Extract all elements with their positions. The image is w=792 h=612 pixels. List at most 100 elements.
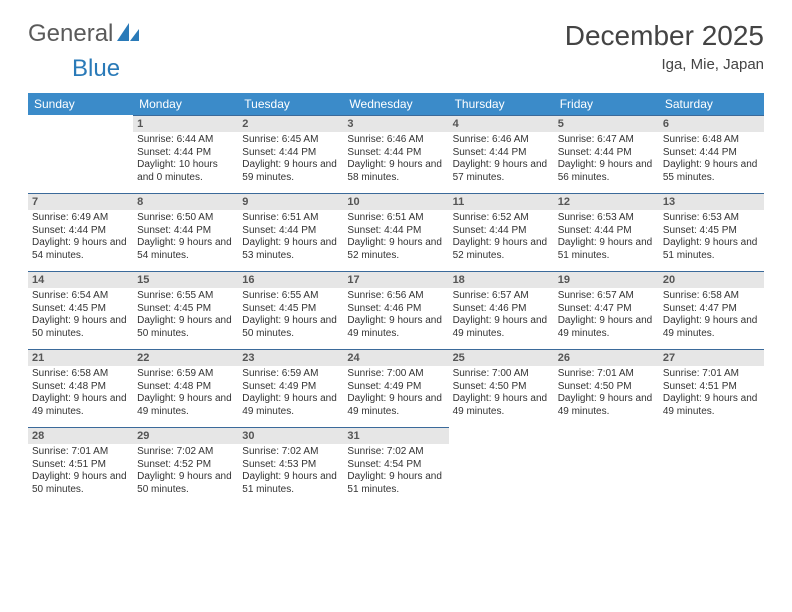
day-body: Sunrise: 6:46 AMSunset: 4:44 PMDaylight:…: [449, 132, 554, 188]
calendar-page: General December 2025 Iga, Mie, Japan Bl…: [0, 0, 792, 525]
day-body: Sunrise: 6:53 AMSunset: 4:45 PMDaylight:…: [659, 210, 764, 266]
day-number: 13: [659, 193, 764, 210]
day-number: 30: [238, 427, 343, 444]
day-number: 2: [238, 115, 343, 132]
day-body: Sunrise: 7:02 AMSunset: 4:54 PMDaylight:…: [343, 444, 448, 500]
day-body: Sunrise: 6:44 AMSunset: 4:44 PMDaylight:…: [133, 132, 238, 188]
day-body: Sunrise: 6:48 AMSunset: 4:44 PMDaylight:…: [659, 132, 764, 188]
calendar-table: SundayMondayTuesdayWednesdayThursdayFrid…: [28, 93, 764, 505]
day-number: 21: [28, 349, 133, 366]
calendar-cell: 29Sunrise: 7:02 AMSunset: 4:52 PMDayligh…: [133, 427, 238, 505]
calendar-cell: 28Sunrise: 7:01 AMSunset: 4:51 PMDayligh…: [28, 427, 133, 505]
day-number: 28: [28, 427, 133, 444]
day-body: Sunrise: 6:52 AMSunset: 4:44 PMDaylight:…: [449, 210, 554, 266]
calendar-cell: [554, 427, 659, 505]
calendar-cell: 15Sunrise: 6:55 AMSunset: 4:45 PMDayligh…: [133, 271, 238, 349]
calendar-cell: 14Sunrise: 6:54 AMSunset: 4:45 PMDayligh…: [28, 271, 133, 349]
day-body: Sunrise: 6:49 AMSunset: 4:44 PMDaylight:…: [28, 210, 133, 266]
day-number: 23: [238, 349, 343, 366]
day-body: Sunrise: 6:55 AMSunset: 4:45 PMDaylight:…: [238, 288, 343, 344]
calendar-cell: [449, 427, 554, 505]
day-number: 12: [554, 193, 659, 210]
calendar-cell: 8Sunrise: 6:50 AMSunset: 4:44 PMDaylight…: [133, 193, 238, 271]
day-number: 15: [133, 271, 238, 288]
calendar-cell: 18Sunrise: 6:57 AMSunset: 4:46 PMDayligh…: [449, 271, 554, 349]
weekday-header: Saturday: [659, 93, 764, 115]
day-number: 31: [343, 427, 448, 444]
day-body: Sunrise: 6:51 AMSunset: 4:44 PMDaylight:…: [343, 210, 448, 266]
day-number: 14: [28, 271, 133, 288]
calendar-cell: 4Sunrise: 6:46 AMSunset: 4:44 PMDaylight…: [449, 115, 554, 193]
day-body: Sunrise: 6:55 AMSunset: 4:45 PMDaylight:…: [133, 288, 238, 344]
day-body: Sunrise: 6:45 AMSunset: 4:44 PMDaylight:…: [238, 132, 343, 188]
weekday-row: SundayMondayTuesdayWednesdayThursdayFrid…: [28, 93, 764, 115]
location-label: Iga, Mie, Japan: [565, 56, 764, 73]
calendar-cell: 13Sunrise: 6:53 AMSunset: 4:45 PMDayligh…: [659, 193, 764, 271]
calendar-row: 14Sunrise: 6:54 AMSunset: 4:45 PMDayligh…: [28, 271, 764, 349]
day-number: 17: [343, 271, 448, 288]
day-body: Sunrise: 6:58 AMSunset: 4:47 PMDaylight:…: [659, 288, 764, 344]
calendar-head: SundayMondayTuesdayWednesdayThursdayFrid…: [28, 93, 764, 115]
calendar-cell: 26Sunrise: 7:01 AMSunset: 4:50 PMDayligh…: [554, 349, 659, 427]
day-body: Sunrise: 7:01 AMSunset: 4:51 PMDaylight:…: [659, 366, 764, 422]
calendar-cell: 30Sunrise: 7:02 AMSunset: 4:53 PMDayligh…: [238, 427, 343, 505]
calendar-cell: 11Sunrise: 6:52 AMSunset: 4:44 PMDayligh…: [449, 193, 554, 271]
day-body: Sunrise: 6:59 AMSunset: 4:48 PMDaylight:…: [133, 366, 238, 422]
day-number: 11: [449, 193, 554, 210]
day-number: 8: [133, 193, 238, 210]
calendar-cell: 19Sunrise: 6:57 AMSunset: 4:47 PMDayligh…: [554, 271, 659, 349]
calendar-row: 7Sunrise: 6:49 AMSunset: 4:44 PMDaylight…: [28, 193, 764, 271]
day-body: Sunrise: 6:54 AMSunset: 4:45 PMDaylight:…: [28, 288, 133, 344]
calendar-cell: 7Sunrise: 6:49 AMSunset: 4:44 PMDaylight…: [28, 193, 133, 271]
day-body: Sunrise: 7:01 AMSunset: 4:50 PMDaylight:…: [554, 366, 659, 422]
logo-sail-icon: [115, 21, 141, 48]
calendar-cell: 21Sunrise: 6:58 AMSunset: 4:48 PMDayligh…: [28, 349, 133, 427]
day-body: Sunrise: 6:50 AMSunset: 4:44 PMDaylight:…: [133, 210, 238, 266]
calendar-cell: 9Sunrise: 6:51 AMSunset: 4:44 PMDaylight…: [238, 193, 343, 271]
logo: General: [28, 20, 143, 48]
day-number: 27: [659, 349, 764, 366]
day-body: Sunrise: 6:47 AMSunset: 4:44 PMDaylight:…: [554, 132, 659, 188]
calendar-cell: 10Sunrise: 6:51 AMSunset: 4:44 PMDayligh…: [343, 193, 448, 271]
day-body: Sunrise: 6:57 AMSunset: 4:47 PMDaylight:…: [554, 288, 659, 344]
calendar-body: 1Sunrise: 6:44 AMSunset: 4:44 PMDaylight…: [28, 115, 764, 505]
calendar-cell: 25Sunrise: 7:00 AMSunset: 4:50 PMDayligh…: [449, 349, 554, 427]
calendar-cell: 16Sunrise: 6:55 AMSunset: 4:45 PMDayligh…: [238, 271, 343, 349]
calendar-cell: 6Sunrise: 6:48 AMSunset: 4:44 PMDaylight…: [659, 115, 764, 193]
day-number: 16: [238, 271, 343, 288]
day-body: Sunrise: 6:59 AMSunset: 4:49 PMDaylight:…: [238, 366, 343, 422]
weekday-header: Sunday: [28, 93, 133, 115]
day-number: 1: [133, 115, 238, 132]
day-body: Sunrise: 6:57 AMSunset: 4:46 PMDaylight:…: [449, 288, 554, 344]
calendar-cell: 24Sunrise: 7:00 AMSunset: 4:49 PMDayligh…: [343, 349, 448, 427]
calendar-cell: [28, 115, 133, 193]
calendar-cell: 27Sunrise: 7:01 AMSunset: 4:51 PMDayligh…: [659, 349, 764, 427]
calendar-cell: 12Sunrise: 6:53 AMSunset: 4:44 PMDayligh…: [554, 193, 659, 271]
day-body: Sunrise: 7:02 AMSunset: 4:53 PMDaylight:…: [238, 444, 343, 500]
day-body: Sunrise: 6:51 AMSunset: 4:44 PMDaylight:…: [238, 210, 343, 266]
weekday-header: Monday: [133, 93, 238, 115]
day-number: 26: [554, 349, 659, 366]
day-body: Sunrise: 7:00 AMSunset: 4:49 PMDaylight:…: [343, 366, 448, 422]
day-body: Sunrise: 7:01 AMSunset: 4:51 PMDaylight:…: [28, 444, 133, 500]
month-title: December 2025: [565, 20, 764, 52]
calendar-cell: [659, 427, 764, 505]
day-number: 9: [238, 193, 343, 210]
calendar-cell: 22Sunrise: 6:59 AMSunset: 4:48 PMDayligh…: [133, 349, 238, 427]
day-number: 4: [449, 115, 554, 132]
day-body: Sunrise: 6:56 AMSunset: 4:46 PMDaylight:…: [343, 288, 448, 344]
calendar-cell: 23Sunrise: 6:59 AMSunset: 4:49 PMDayligh…: [238, 349, 343, 427]
day-number: 10: [343, 193, 448, 210]
day-number: 22: [133, 349, 238, 366]
logo-text-blue: Blue: [72, 55, 120, 82]
calendar-row: 1Sunrise: 6:44 AMSunset: 4:44 PMDaylight…: [28, 115, 764, 193]
day-number: 7: [28, 193, 133, 210]
day-body: Sunrise: 6:53 AMSunset: 4:44 PMDaylight:…: [554, 210, 659, 266]
day-body: Sunrise: 6:46 AMSunset: 4:44 PMDaylight:…: [343, 132, 448, 188]
weekday-header: Thursday: [449, 93, 554, 115]
day-number: 24: [343, 349, 448, 366]
calendar-row: 28Sunrise: 7:01 AMSunset: 4:51 PMDayligh…: [28, 427, 764, 505]
weekday-header: Friday: [554, 93, 659, 115]
calendar-cell: 31Sunrise: 7:02 AMSunset: 4:54 PMDayligh…: [343, 427, 448, 505]
day-number: 20: [659, 271, 764, 288]
